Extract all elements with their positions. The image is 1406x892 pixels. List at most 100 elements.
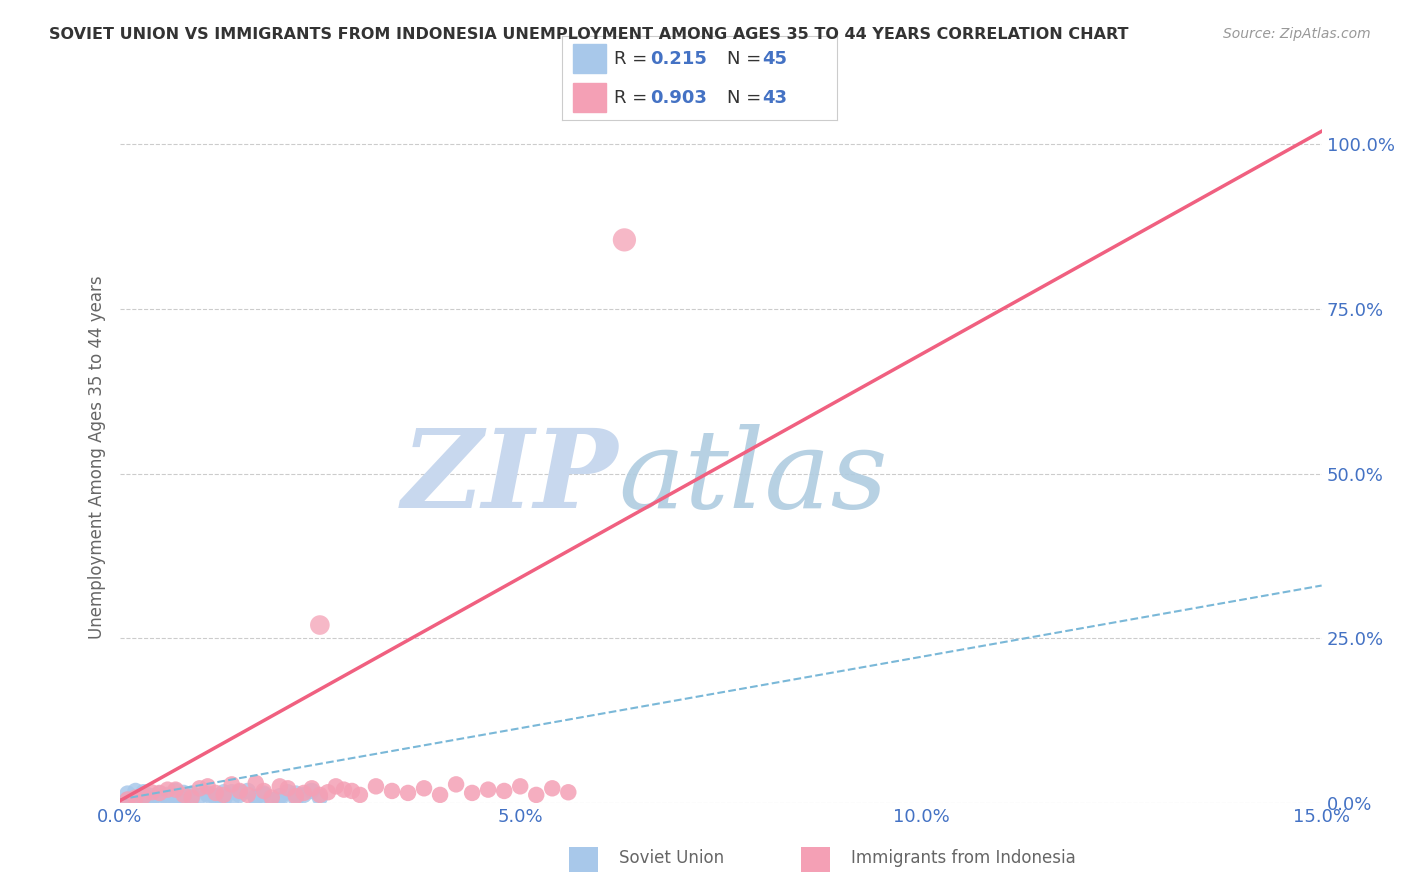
Point	[245, 790, 267, 805]
Text: N =: N =	[727, 50, 766, 68]
Point	[461, 786, 484, 800]
Point	[349, 788, 371, 802]
Point	[541, 781, 564, 796]
Point	[309, 788, 332, 802]
Point	[204, 786, 226, 800]
Point	[253, 784, 276, 798]
Point	[197, 787, 219, 801]
Point	[117, 792, 139, 806]
Point	[212, 785, 235, 799]
Point	[141, 793, 163, 807]
Point	[260, 790, 283, 805]
Y-axis label: Unemployment Among Ages 35 to 44 years: Unemployment Among Ages 35 to 44 years	[87, 276, 105, 639]
Point	[204, 790, 226, 805]
Point	[396, 786, 419, 800]
Point	[173, 792, 195, 806]
Point	[245, 790, 267, 805]
Point	[557, 785, 579, 799]
Text: SOVIET UNION VS IMMIGRANTS FROM INDONESIA UNEMPLOYMENT AMONG AGES 35 TO 44 YEARS: SOVIET UNION VS IMMIGRANTS FROM INDONESI…	[49, 27, 1129, 42]
Point	[301, 781, 323, 796]
Text: Soviet Union: Soviet Union	[619, 849, 724, 867]
Point	[117, 792, 139, 806]
Point	[284, 787, 307, 801]
Bar	[574, 44, 606, 73]
Point	[228, 785, 252, 799]
Point	[277, 781, 299, 796]
Point	[245, 776, 267, 790]
Bar	[574, 83, 606, 112]
Point	[284, 789, 307, 804]
Point	[165, 782, 187, 797]
Text: 43: 43	[762, 88, 787, 106]
Point	[180, 790, 202, 805]
Point	[173, 786, 195, 800]
Point	[156, 792, 179, 806]
Point	[269, 793, 291, 807]
Point	[228, 784, 252, 798]
Point	[204, 789, 226, 804]
Point	[180, 787, 202, 801]
Text: atlas: atlas	[619, 424, 889, 532]
Text: 0.903: 0.903	[650, 88, 707, 106]
Point	[124, 790, 146, 805]
Point	[212, 793, 235, 807]
Point	[253, 788, 276, 802]
Point	[260, 793, 283, 807]
Text: N =: N =	[727, 88, 766, 106]
Point	[381, 784, 404, 798]
Point	[221, 792, 243, 806]
Point	[309, 618, 332, 632]
Text: ZIP: ZIP	[402, 424, 619, 532]
Point	[221, 777, 243, 791]
Point	[301, 784, 323, 798]
Point	[228, 788, 252, 802]
Point	[132, 789, 155, 804]
Point	[292, 786, 315, 800]
Point	[212, 788, 235, 802]
Point	[364, 780, 387, 794]
Point	[221, 785, 243, 799]
Point	[253, 787, 276, 801]
Point	[156, 788, 179, 802]
Point	[316, 785, 339, 799]
Point	[165, 789, 187, 804]
Point	[494, 784, 516, 798]
Point	[477, 782, 499, 797]
Point	[124, 790, 146, 805]
Point	[613, 233, 636, 247]
Point	[413, 781, 436, 796]
Point	[444, 777, 467, 791]
Point	[292, 788, 315, 802]
Text: Immigrants from Indonesia: Immigrants from Indonesia	[851, 849, 1076, 867]
Point	[117, 787, 139, 801]
Point	[197, 780, 219, 794]
Point	[132, 793, 155, 807]
Point	[149, 787, 172, 801]
Point	[236, 784, 259, 798]
Point	[132, 788, 155, 802]
Point	[180, 792, 202, 806]
Text: R =: R =	[614, 50, 654, 68]
Point	[173, 788, 195, 802]
Point	[277, 785, 299, 799]
Point	[340, 784, 363, 798]
Point	[188, 789, 211, 804]
Point	[141, 789, 163, 804]
Point	[149, 786, 172, 800]
Point	[269, 780, 291, 794]
Point	[524, 788, 547, 802]
Point	[149, 792, 172, 806]
Point	[284, 792, 307, 806]
Text: Source: ZipAtlas.com: Source: ZipAtlas.com	[1223, 27, 1371, 41]
Point	[165, 784, 187, 798]
Point	[236, 788, 259, 802]
Point	[333, 782, 356, 797]
Text: 0.215: 0.215	[650, 50, 707, 68]
Point	[509, 780, 531, 794]
Point	[141, 785, 163, 799]
Point	[156, 782, 179, 797]
Point	[165, 790, 187, 805]
Point	[197, 788, 219, 802]
Point	[132, 785, 155, 799]
Point	[188, 781, 211, 796]
